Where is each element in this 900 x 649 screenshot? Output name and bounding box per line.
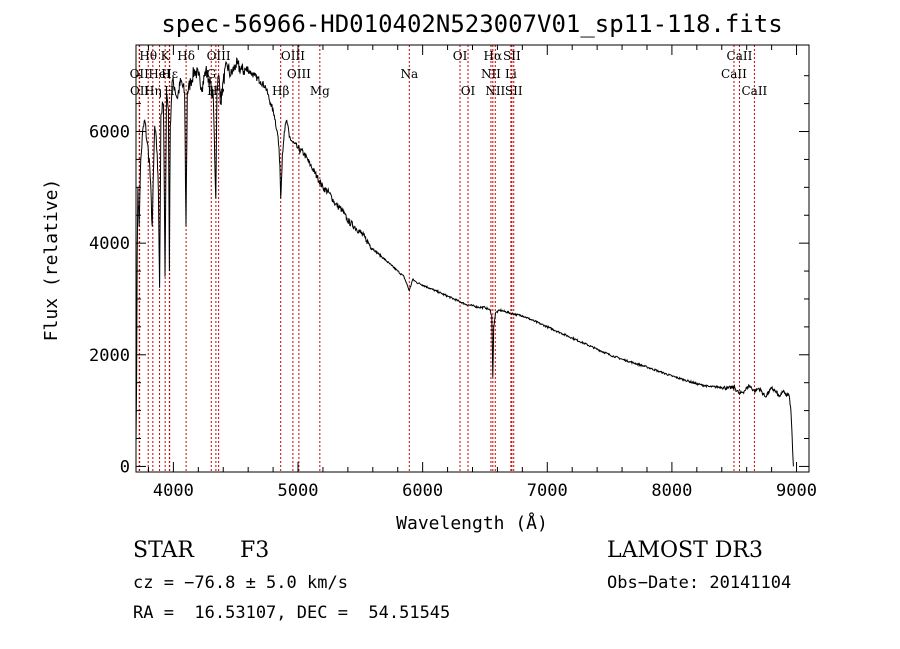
spectral-line-markers: [138, 45, 755, 472]
line-label-27: CaII: [741, 84, 767, 98]
line-label-14: OIII: [287, 67, 311, 81]
x-tick-label-1: 5000: [278, 481, 319, 501]
line-label-23: SII: [503, 49, 521, 63]
chart-title: spec-56966-HD010402N523007V01_sp11-118.f…: [161, 10, 782, 38]
line-label-24: SII: [505, 84, 523, 98]
y-tick-label-0: 0: [120, 457, 130, 477]
line-label-8: Hδ: [177, 49, 195, 63]
line-label-21: NII: [485, 84, 505, 98]
line-label-19: NII: [481, 67, 501, 81]
line-label-22: Li: [505, 67, 517, 81]
line-label-2: Hθ: [139, 49, 157, 63]
line-label-18: OI: [461, 84, 476, 98]
spectrum-series: [135, 57, 794, 467]
line-label-3: Hη: [144, 84, 162, 98]
axes: 4000 5000 6000 7000 8000 9000 0 2000 4000 6000: [89, 44, 817, 501]
x-tick-label-2: 6000: [402, 481, 443, 501]
cz-value: cz = −76.8 ± 5.0 km/s: [133, 573, 348, 593]
line-label-25: CaII: [721, 67, 747, 81]
line-label-4: HeI: [148, 67, 171, 81]
object-type: STAR: [133, 538, 194, 563]
line-label-15: Mg: [310, 84, 330, 98]
line-label-26: CaII: [727, 49, 753, 63]
line-label-16: Na: [400, 67, 418, 81]
x-tick-label-0: 4000: [153, 481, 194, 501]
x-axis-label: Wavelength (Å): [396, 512, 548, 534]
line-label-11: OIII: [207, 49, 231, 63]
spectrum-line: [135, 57, 794, 467]
line-label-9: G: [206, 67, 216, 81]
y-axis-label: Flux (relative): [41, 179, 62, 342]
spectral-line-labels: OIIOIIHθHηHeIKHHεHδGHγOIIIHβOIIIOIIIMgNa…: [130, 49, 768, 98]
survey-name: LAMOST DR3: [607, 538, 763, 563]
coordinates: RA = 16.53107, DEC = 54.51545: [133, 603, 451, 623]
line-label-6: H: [164, 84, 174, 98]
line-label-5: K: [161, 49, 171, 63]
x-tick-label-5: 9000: [776, 481, 817, 501]
obs-date: Obs−Date: 20141104: [607, 573, 792, 593]
line-label-0: OII: [130, 67, 150, 81]
x-tick-label-3: 7000: [527, 481, 568, 501]
line-label-12: Hβ: [272, 84, 289, 98]
object-subclass: F3: [240, 538, 270, 563]
line-label-1: OII: [130, 84, 150, 98]
line-label-17: OI: [453, 49, 468, 63]
line-label-7: Hε: [161, 67, 178, 81]
x-tick-label-4: 8000: [651, 481, 692, 501]
y-tick-label-1: 2000: [89, 346, 130, 366]
y-tick-label-2: 4000: [89, 234, 130, 254]
line-label-20: Hα: [484, 49, 503, 63]
plot-frame: [135, 44, 810, 473]
line-label-13: OIII: [281, 49, 305, 63]
y-tick-label-3: 6000: [89, 123, 130, 143]
